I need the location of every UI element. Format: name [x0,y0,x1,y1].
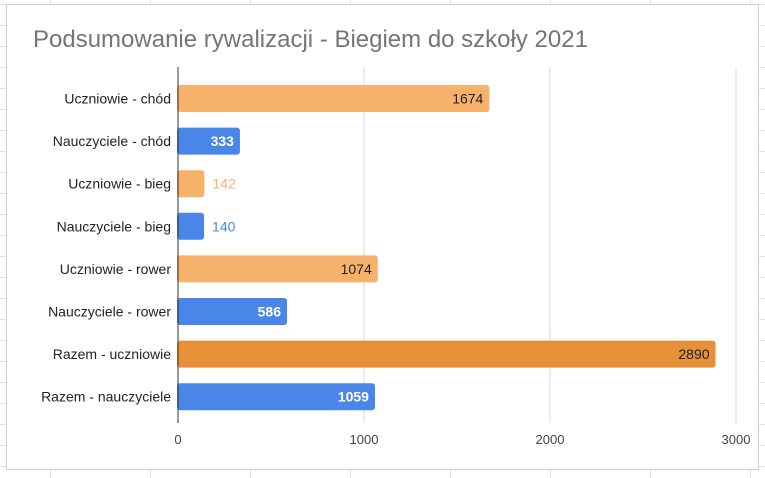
chart-title: Podsumowanie rywalizacji - Biegiem do sz… [33,26,588,53]
category-labels: Uczniowie - chód Nauczyciele - chód Ucznio… [41,91,171,405]
chart-container[interactable]: Podsumowanie rywalizacji - Biegiem do sz… [6,4,759,470]
category-label: Nauczyciele - bieg [57,218,171,234]
data-label: 1674 [452,91,483,107]
data-label: 140 [212,218,236,234]
gridlines [363,67,737,423]
category-label: Razem - nauczyciele [41,389,171,405]
data-label: 586 [258,304,282,320]
x-axis-ticks: 0 1000 2000 3000 [174,432,750,447]
bar[interactable] [177,127,240,155]
bar[interactable] [177,255,378,283]
bar[interactable] [177,170,205,198]
category-label: Nauczyciele - chód [53,133,171,149]
x-tick-label: 0 [174,432,181,447]
data-labels: 1674 333 142 140 1074 586 2890 1059 [211,91,710,405]
bar[interactable] [177,212,205,240]
category-label: Uczniowie - rower [60,261,172,277]
x-tick-label: 1000 [350,432,379,447]
data-label: 142 [212,176,236,192]
data-label: 333 [211,133,235,149]
category-label: Uczniowie - chód [64,91,171,107]
x-tick-label: 3000 [722,432,751,447]
category-label: Nauczyciele - rower [48,304,171,320]
data-label: 1059 [338,389,369,405]
data-label: 2890 [678,346,709,362]
data-label: 1074 [341,261,372,277]
bar[interactable] [177,383,375,411]
bar[interactable] [177,340,716,368]
x-tick-label: 2000 [536,432,565,447]
category-label: Razem - uczniowie [53,346,171,362]
category-label: Uczniowie - bieg [68,176,171,192]
bar[interactable] [177,298,287,325]
bar-chart: 1674 333 142 140 1074 586 2890 1059 Uczniowie -… [41,67,750,447]
bars [177,85,716,411]
bar[interactable] [177,85,490,112]
